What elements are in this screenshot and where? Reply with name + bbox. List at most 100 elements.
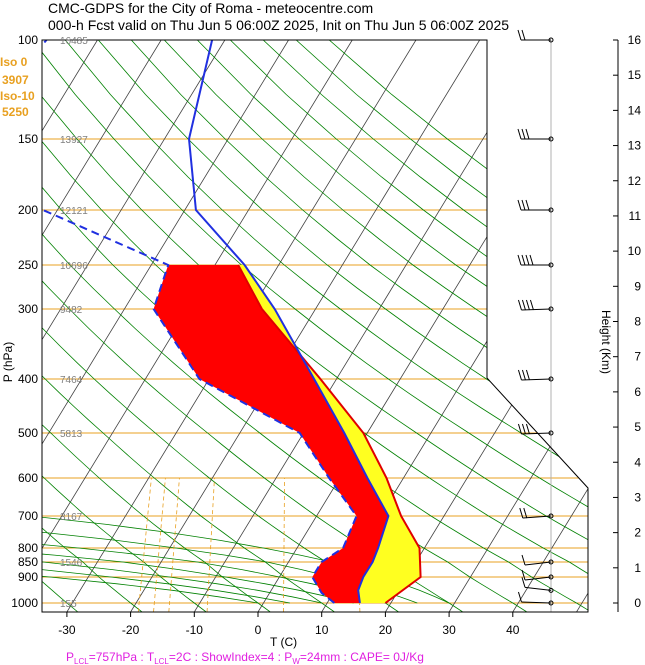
dewpoint-line (42, 40, 358, 604)
grid-lines (0, 40, 588, 612)
wind-barb-flag (521, 577, 526, 588)
x-tick-label: 20 (379, 623, 393, 637)
geopotential-height-label: 155 (60, 599, 77, 610)
wind-barb-base (548, 262, 554, 268)
wind-barb-flag (521, 369, 526, 381)
geopotential-height-label: 3167 (60, 512, 83, 523)
height-tick-label: 11 (629, 209, 642, 223)
dry-adiabat (42, 40, 541, 612)
height-tick-label: 15 (628, 68, 642, 82)
height-tick-label: 16 (628, 33, 642, 47)
iso0-label: Iso 0 (0, 55, 28, 69)
x-tick-label: -10 (186, 623, 204, 637)
pressure-tick-label: 100 (18, 33, 38, 47)
dry-adiabat (97, 40, 588, 612)
wind-barb-flag (521, 29, 526, 41)
height-axis-label: Height (Km) (599, 310, 613, 374)
height-tick-label: 5 (634, 420, 641, 434)
chart-title-line1: CMC-GDPS for the City of Roma - meteocen… (48, 0, 373, 16)
geopotential-height-label: 12121 (60, 206, 88, 217)
wind-barb-flag (525, 299, 530, 311)
isotherm-line (42, 40, 162, 612)
geopotential-height-label: 10696 (60, 261, 88, 272)
dry-adiabat (42, 40, 347, 612)
mixing-ratio-line (168, 477, 180, 612)
temperature-line (187, 40, 390, 604)
sounding-profiles (42, 40, 422, 604)
footer-indices: PLCL=757hPa : TLCL=2C : ShowIndex=4 : PW… (66, 650, 424, 665)
dry-adiabat (164, 40, 588, 612)
iso0-height: 3907 (2, 73, 29, 87)
geopotential-height-label: 9482 (60, 305, 83, 316)
wind-barb-base (548, 207, 554, 213)
height-tick-label: 13 (628, 139, 642, 153)
height-tick-label: 3 (634, 490, 641, 504)
height-tick-label: 9 (634, 279, 641, 293)
x-tick-label: 10 (315, 623, 329, 637)
isotherm-line (42, 40, 98, 612)
wind-barb-flag (525, 199, 530, 211)
wind-barb (524, 576, 552, 581)
mixing-ratio-line (283, 477, 285, 612)
axis-labels: 1001502002503004005006007008008509001000… (11, 33, 589, 637)
pressure-tick-label: 200 (18, 203, 38, 217)
wind-barb-base (548, 306, 554, 312)
wind-barb-flag (525, 254, 530, 266)
isotherm-line (512, 40, 588, 612)
dry-adiabat (42, 40, 154, 612)
iso10-height: 5250 (2, 105, 29, 119)
isotherm-line (42, 40, 226, 612)
height-tick-label: 1 (634, 561, 641, 575)
dry-adiabat (42, 40, 218, 612)
wind-barb-base (548, 574, 554, 580)
height-tick-label: 6 (634, 385, 641, 399)
wind-barb-base (548, 559, 554, 565)
mixing-ratio-line (206, 477, 215, 612)
height-tick-label: 8 (634, 315, 641, 329)
wind-barb (521, 432, 552, 435)
dry-adiabat (42, 40, 588, 612)
wind-barb-flag (525, 128, 530, 140)
pressure-tick-label: 600 (18, 471, 38, 485)
geopotential-height-label: 5813 (60, 429, 83, 440)
geopotential-height-label: 13927 (60, 135, 88, 146)
wind-barb-base (548, 513, 554, 519)
wind-barb-flag (517, 254, 522, 266)
isotherm-line (130, 40, 481, 612)
isotherm-line (42, 40, 289, 612)
geopotential-height-label: 1546 (60, 558, 83, 569)
parcel-line (237, 264, 422, 604)
dry-adiabat (42, 40, 283, 612)
x-tick-label: 0 (255, 623, 262, 637)
wind-barb-flag (519, 507, 524, 519)
dry-adiabat (197, 40, 588, 612)
dry-adiabat (42, 40, 588, 612)
x-tick-label: 40 (506, 623, 520, 637)
wind-barb-flag (521, 569, 526, 581)
x-axis-label: T (C) (270, 635, 297, 649)
wind-barb-flag (517, 423, 522, 435)
wind-barb (522, 515, 552, 519)
dry-adiabat (42, 40, 588, 612)
height-tick-label: 10 (628, 244, 642, 258)
wind-barb (521, 601, 552, 604)
wind-barb-flag (517, 199, 522, 211)
wind-barb-flag (529, 299, 534, 311)
isotherm-line (0, 40, 34, 612)
wind-barb-flag (521, 299, 526, 311)
wind-barb (524, 586, 552, 591)
cin-area (153, 265, 389, 603)
height-tick-label: 14 (628, 103, 642, 117)
wind-barb-flag (517, 128, 522, 140)
wind-barb-flag (521, 199, 526, 211)
height-tick-label: 7 (634, 350, 641, 364)
dry-adiabat (131, 40, 588, 612)
pressure-tick-label: 800 (18, 541, 38, 555)
height-tick-label: 2 (634, 526, 641, 540)
wind-barb-base (548, 37, 554, 43)
wind-barb-base (548, 430, 554, 436)
wind-barb-flag (521, 554, 526, 566)
plot-frame (41, 39, 589, 613)
wind-barb-base (548, 600, 554, 606)
